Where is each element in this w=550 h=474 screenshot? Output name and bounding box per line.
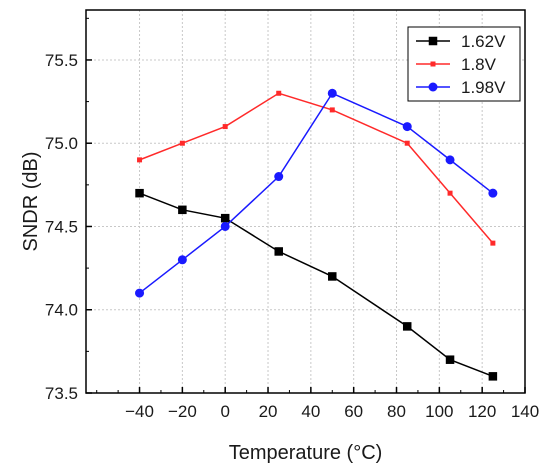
series-2 — [135, 88, 498, 298]
legend: 1.62V 1.8V 1.98V — [407, 26, 521, 102]
series-line — [139, 192, 494, 378]
data-point — [220, 221, 230, 231]
y-tick-label: 74.0 — [45, 301, 78, 320]
data-point — [222, 124, 228, 130]
y-tick-label: 74.5 — [45, 217, 78, 236]
series-line — [139, 92, 494, 244]
data-point — [135, 188, 144, 198]
data-point — [447, 190, 453, 196]
legend-marker — [428, 82, 438, 92]
data-point — [178, 205, 187, 215]
x-tick-label: −40 — [125, 402, 154, 421]
data-point — [404, 140, 410, 146]
axes-ticks: −40 −20 0 20 40 60 80 100 120 140 73.5 74.0 74.5 75.0… — [45, 17, 539, 421]
data-point — [490, 240, 496, 246]
legend-marker — [428, 36, 438, 46]
data-point — [327, 88, 337, 98]
data-point — [220, 213, 230, 223]
plot-frame — [85, 9, 526, 394]
series-0 — [135, 188, 498, 381]
data-point — [488, 188, 498, 198]
data-point — [445, 355, 455, 364]
data-point — [488, 372, 498, 381]
legend-label: 1.8V — [461, 55, 497, 74]
data-point — [402, 122, 412, 132]
x-axis-title: Temperature (°C) — [229, 442, 383, 464]
y-tick-label: 73.5 — [45, 384, 78, 403]
data-point — [274, 247, 283, 256]
legend-marker — [430, 61, 436, 67]
series-lines — [135, 88, 498, 381]
data-point — [329, 107, 335, 113]
data-point — [137, 157, 143, 163]
legend-entry: 1.8V — [416, 55, 497, 74]
legend-label: 1.62V — [461, 32, 506, 51]
x-tick-label: 0 — [220, 402, 229, 421]
x-tick-label: 140 — [511, 402, 539, 421]
x-tick-label: 40 — [301, 402, 320, 421]
data-point — [179, 140, 185, 146]
legend-entry: 1.98V — [416, 78, 506, 97]
data-point — [445, 155, 455, 165]
y-tick-label: 75.5 — [45, 51, 78, 70]
data-point — [135, 288, 145, 298]
x-tick-label: 80 — [387, 402, 406, 421]
x-tick-label: −20 — [168, 402, 197, 421]
x-tick-label: 20 — [259, 402, 278, 421]
data-point — [274, 172, 284, 182]
x-tick-label: 120 — [468, 402, 496, 421]
series-1 — [137, 90, 496, 246]
data-point — [276, 90, 282, 96]
data-point — [177, 255, 187, 265]
x-tick-label: 60 — [344, 402, 363, 421]
legend-entry: 1.62V — [416, 32, 506, 51]
data-point — [328, 272, 337, 281]
y-axis-title: SNDR (dB) — [20, 151, 42, 251]
data-point — [402, 322, 412, 331]
series-line — [139, 92, 494, 294]
x-tick-label: 100 — [425, 402, 453, 421]
y-tick-label: 75.0 — [45, 134, 78, 153]
legend-label: 1.98V — [461, 78, 506, 97]
